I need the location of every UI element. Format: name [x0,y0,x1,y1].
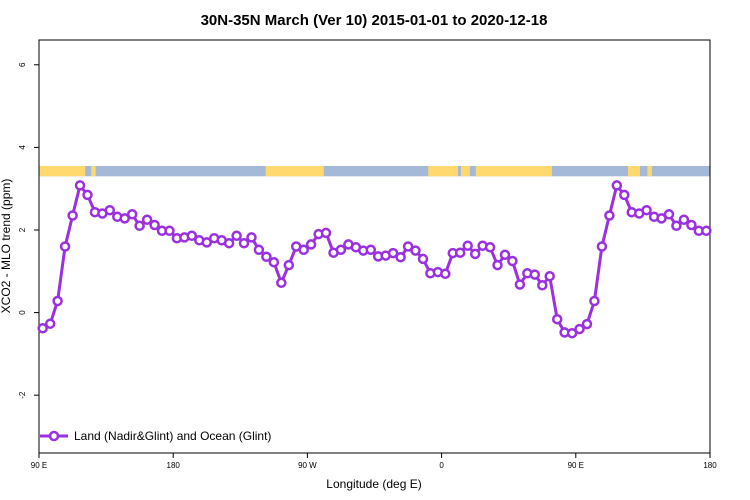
data-point [611,180,623,191]
data-point [238,237,250,249]
data-point [671,220,682,232]
legend-label: Land (Nadir&Glint) and Ocean (Glint) [74,429,271,443]
land-band-segment [91,165,96,177]
data-point [581,318,593,330]
data-point [469,248,481,260]
data-point [52,295,63,307]
land-band-segment [475,165,552,177]
data-point [507,255,518,267]
data-point [365,244,377,256]
data-point [395,251,406,263]
land-band-segment [647,165,652,177]
x-tick-label: 0 [439,461,444,470]
y-tick-label: -2 [18,391,27,399]
x-tick-label: 180 [703,461,717,470]
data-point [223,237,235,249]
data-point [537,280,548,291]
data-point [544,270,555,282]
plot-frame [38,39,711,454]
data-point [149,219,160,231]
data-point [119,213,130,224]
x-axis: 90 E 180 90 W 0 90 E 180 [31,453,717,470]
data-point [104,204,116,216]
data-point [462,240,473,251]
data-point [551,313,563,325]
data-point [410,245,421,256]
chart-title: 30N-35N March (Ver 10) 2015-01-01 to 202… [201,12,548,29]
data-point [186,230,198,242]
data-point [656,213,667,224]
land-band-segment [39,165,86,177]
data-point [566,327,578,339]
data-point [253,244,265,256]
data-point [59,241,71,252]
data-point [37,323,48,334]
data-point [298,244,309,256]
y-tick-label: 0 [18,310,27,315]
data-point [126,209,138,220]
x-tick-label: 180 [167,461,181,470]
data-point [261,251,272,263]
data-point [604,210,615,221]
data-point [164,225,175,237]
series-layer [37,180,712,339]
data-point [529,269,541,280]
data-point [268,256,280,268]
data-point [44,318,56,329]
data-point [74,180,86,191]
land-band-segment [265,165,324,177]
data-point [141,214,153,225]
data-point [134,220,145,232]
data-point [335,244,347,256]
data-point [417,253,429,265]
legend-marker-swatch [48,430,60,442]
land-band-segment [627,165,640,177]
ocean-band [39,165,710,177]
data-point [663,209,675,220]
data-point [619,189,630,201]
data-point [82,189,93,201]
y-tick-label: 4 [18,145,27,150]
legend: Land (Nadir&Glint) and Ocean (Glint) [40,429,271,443]
x-tick-label: 90 E [31,461,47,470]
data-point [231,230,242,242]
x-tick-label: 90 W [298,461,317,470]
land-band-segment [428,165,459,177]
data-point [320,227,332,239]
data-point [276,277,287,289]
data-point [678,214,690,225]
data-point [454,247,466,258]
data-point [283,259,295,271]
data-point [484,242,496,253]
land-band-segment [460,165,470,177]
y-tick-label: 6 [18,62,27,67]
data-point [641,204,652,216]
data-point [387,247,399,259]
y-axis-label: XCO2 - MLO trend (ppm) [0,179,13,314]
data-point [686,219,697,231]
y-axis: -2 0 2 4 6 [18,62,39,399]
data-point [514,279,526,290]
data-point [402,241,414,252]
x-tick-label: 90 E [568,461,584,470]
data-point [499,249,511,261]
data-point [596,241,608,252]
data-point [201,237,213,248]
data-point [701,225,712,237]
data-point [440,268,451,280]
data-point [574,323,585,335]
x-axis-label: Longitude (deg E) [326,477,421,491]
y-tick-label: 2 [18,227,27,232]
data-point [246,232,257,243]
data-point [67,210,78,221]
data-point [305,239,317,250]
surface-band [39,165,710,177]
data-point [492,259,503,271]
data-point [589,295,600,307]
